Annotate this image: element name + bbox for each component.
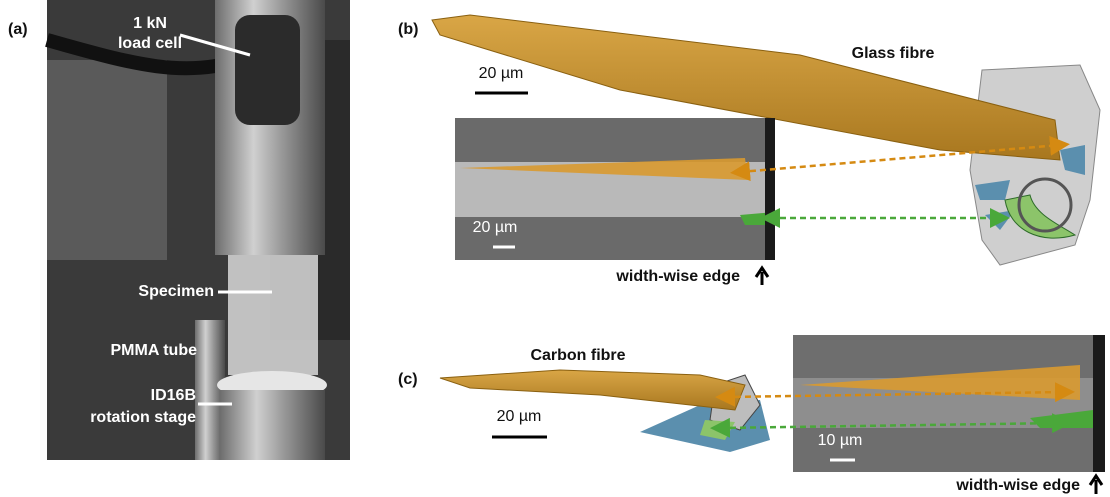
annotation: PMMA tube [110, 342, 197, 359]
edge-arrow [1090, 476, 1102, 494]
panel-title: Carbon fibre [530, 347, 625, 364]
panel-title: Glass fibre [852, 45, 935, 62]
scale-bar-label: 20 µm [497, 408, 542, 425]
scale-bar-label: 20 µm [479, 65, 524, 82]
annotation: 1 kN [133, 15, 167, 32]
background-machine [47, 60, 167, 260]
scale-bar-label: 10 µm [818, 432, 863, 449]
housing-window [235, 15, 300, 125]
pmma-tube [228, 255, 318, 375]
panel-label: (b) [398, 21, 418, 38]
panel-c: (c) Carbon fibre 20 µm 10 µm width-wise … [398, 335, 1105, 494]
annotation: rotation stage [90, 409, 196, 426]
carbon-fibre-render [440, 370, 745, 410]
edge [1093, 335, 1105, 472]
figure: (a) 1 kN load cell Specimen PMMA tube ID… [0, 0, 1110, 497]
panel-a: (a) 1 kN load cell Specimen PMMA tube ID… [8, 0, 350, 460]
annotation: Specimen [138, 283, 214, 300]
inset-caption: width-wise edge [955, 477, 1080, 494]
scale-bar-label: 20 µm [473, 219, 518, 236]
rotation-stage [220, 390, 325, 460]
panel-b: (b) 20 µm Glass fibre 20 µm width-wise e… [398, 15, 1100, 285]
edge-arrow [756, 268, 768, 285]
panel-label: (a) [8, 21, 28, 38]
annotation: ID16B [151, 387, 196, 404]
inset-caption: width-wise edge [615, 268, 740, 285]
edge [765, 118, 775, 260]
panel-label: (c) [398, 371, 418, 388]
annotation: load cell [118, 35, 182, 52]
